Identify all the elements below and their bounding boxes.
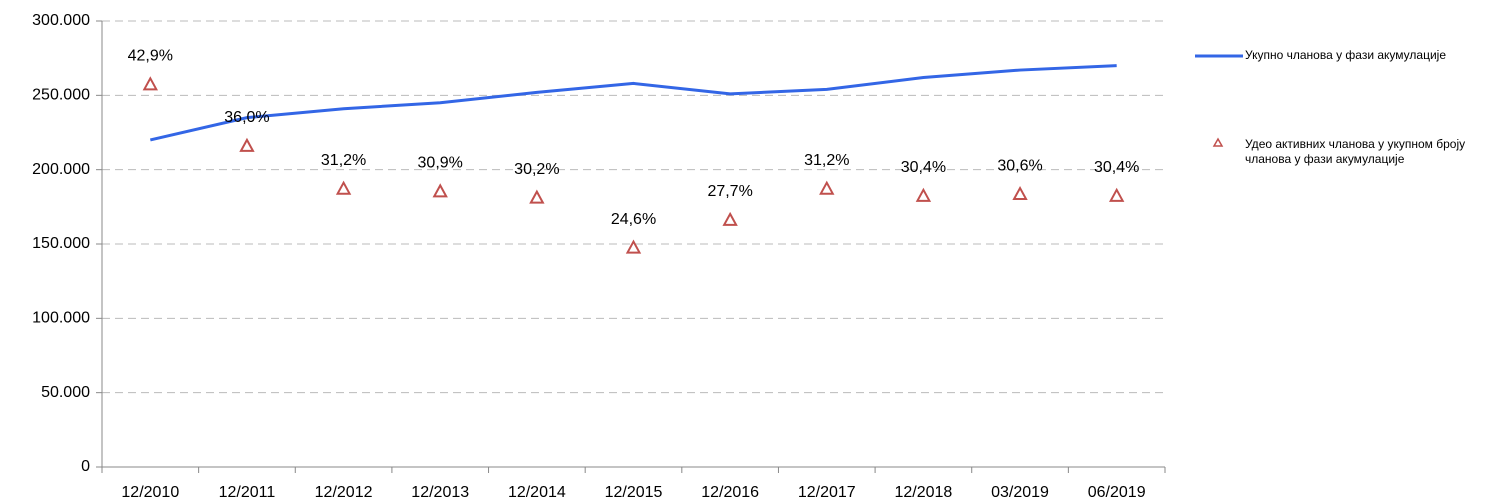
triangle-marker (819, 180, 835, 195)
x-tick-label: 12/2012 (315, 484, 373, 501)
y-tick-label: 50.000 (41, 384, 90, 401)
x-tick-label: 12/2017 (798, 484, 856, 501)
legend-marker (1212, 137, 1224, 147)
data-label: 30,2% (514, 161, 559, 178)
data-label: 42,9% (128, 48, 173, 65)
triangle-marker (722, 211, 738, 226)
x-tick-label: 12/2013 (411, 484, 469, 501)
data-label: 31,2% (804, 152, 849, 169)
legend-label: Укупно чланова у фази акумулације (1245, 48, 1446, 62)
x-tick-label: 12/2011 (219, 484, 276, 501)
y-tick-label: 300.000 (32, 12, 90, 29)
data-label: 24,6% (611, 211, 656, 228)
triangle-marker (529, 189, 545, 204)
data-label: 27,7% (707, 183, 752, 200)
series-line (149, 64, 1117, 142)
triangle-marker (335, 180, 352, 195)
data-label: 31,2% (321, 152, 366, 169)
data-label: 36,0% (224, 109, 269, 126)
data-label: 30,6% (997, 157, 1042, 174)
triangle-marker (239, 137, 255, 152)
legend-label: Удео активних чланова у укупном броју чл… (1245, 137, 1466, 166)
y-tick-label: 250.000 (32, 87, 90, 104)
triangle-marker (142, 76, 159, 91)
triangle-marker (1108, 187, 1125, 202)
y-tick-label: 150.000 (32, 235, 90, 252)
triangle-marker (1012, 185, 1028, 201)
x-tick-label: 12/2010 (121, 484, 179, 501)
triangle-marker (432, 183, 448, 198)
triangle-marker (625, 239, 642, 254)
data-label: 30,9% (418, 155, 463, 172)
x-tick-label: 12/2018 (894, 484, 952, 501)
y-tick-label: 100.000 (32, 310, 90, 327)
x-tick-label: 12/2016 (701, 484, 759, 501)
data-label: 30,4% (1094, 159, 1139, 176)
y-tick-label: 0 (81, 458, 90, 475)
x-tick-label: 06/2019 (1088, 484, 1146, 501)
y-tick-label: 200.000 (32, 161, 90, 178)
data-label: 30,4% (901, 159, 946, 176)
x-tick-label: 12/2015 (605, 484, 663, 501)
x-tick-label: 12/2014 (508, 484, 566, 501)
x-tick-label: 03/2019 (991, 484, 1049, 501)
triangle-marker (915, 187, 932, 202)
